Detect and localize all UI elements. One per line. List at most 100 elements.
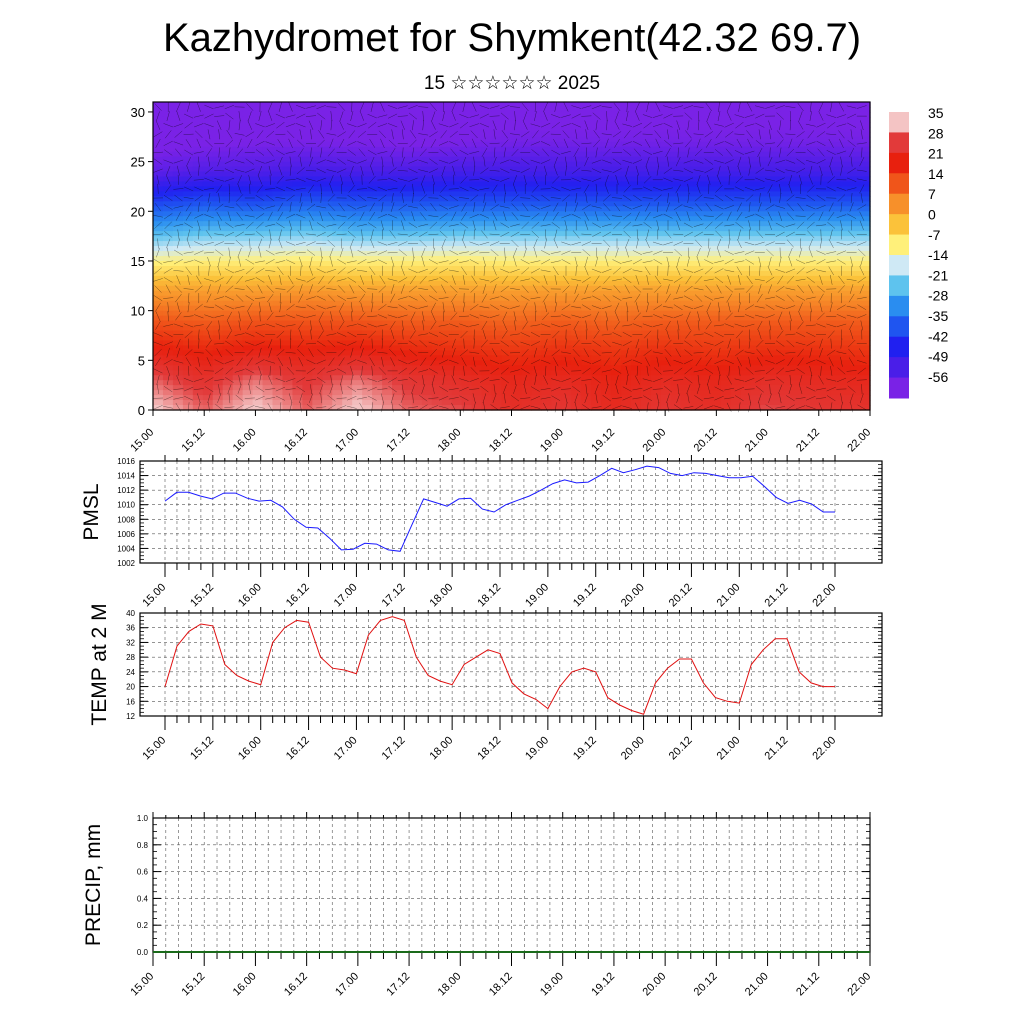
heatmap-cell xyxy=(571,275,582,282)
wind-barb xyxy=(285,123,296,128)
wind-barb xyxy=(422,111,424,122)
wind-barb xyxy=(737,156,742,167)
heatmap-cell xyxy=(511,196,523,202)
heatmap-cell xyxy=(511,375,523,381)
heatmap-cell xyxy=(790,365,801,371)
heatmap-cell xyxy=(401,106,413,113)
heatmap-cell xyxy=(162,246,174,252)
heatmap-cell xyxy=(521,310,533,317)
heatmap-cell xyxy=(262,365,274,371)
heatmap-cell xyxy=(690,360,702,366)
heatmap-cell xyxy=(531,256,542,262)
heatmap-cell xyxy=(750,370,762,376)
heatmap-cell xyxy=(441,256,453,262)
heatmap-cell xyxy=(800,226,811,232)
heatmap-cell xyxy=(820,320,831,327)
heatmap-cell xyxy=(621,156,632,163)
heatmap-cell xyxy=(392,300,403,307)
heatmap-cell xyxy=(322,390,333,396)
heatmap-cell xyxy=(252,111,264,118)
heatmap-cell xyxy=(332,196,343,202)
heatmap-cell xyxy=(322,315,333,322)
heatmap-cell xyxy=(680,395,692,401)
heatmap-cell xyxy=(232,196,244,202)
heatmap-cell xyxy=(252,350,264,356)
wind-barb xyxy=(696,138,701,149)
heatmap-cell xyxy=(670,236,682,242)
heatmap-cell xyxy=(172,340,184,347)
heatmap-cell xyxy=(372,265,383,272)
heatmap-cell xyxy=(352,405,363,411)
heatmap-cell xyxy=(411,126,423,133)
heatmap-cell xyxy=(222,171,234,178)
heatmap-cell xyxy=(332,161,343,168)
heatmap-cell xyxy=(411,260,423,267)
heatmap-cell xyxy=(392,375,403,381)
heatmap-cell xyxy=(372,285,383,292)
heatmap-cell xyxy=(800,221,811,227)
wind-barb xyxy=(593,139,601,148)
heatmap-cell xyxy=(591,176,602,183)
heatmap-cell xyxy=(820,325,831,332)
chart-title: Kazhydromet for Shymkent(42.32 69.7) xyxy=(162,16,862,60)
heatmap-cell xyxy=(650,156,662,163)
heatmap-cell xyxy=(670,256,682,262)
heatmap-cell xyxy=(531,270,542,277)
heatmap-cell xyxy=(840,236,851,242)
heatmap-cell xyxy=(531,226,542,232)
heatmap-cell xyxy=(481,196,493,202)
heatmap-cell xyxy=(192,106,204,113)
wind-barb xyxy=(856,105,867,109)
heatmap-cell xyxy=(441,325,453,332)
heatmap-cell xyxy=(501,265,513,272)
heatmap-cell xyxy=(481,330,493,337)
heatmap-cell xyxy=(850,236,861,242)
heatmap-cell xyxy=(342,335,353,342)
heatmap-cell xyxy=(660,102,672,108)
heatmap-cell xyxy=(401,102,413,108)
heatmap-cell xyxy=(372,355,383,361)
heatmap-cell xyxy=(640,226,652,232)
heatmap-cell xyxy=(471,216,483,222)
heatmap-cell xyxy=(182,211,194,217)
heatmap-cell xyxy=(382,116,393,123)
heatmap-cell xyxy=(670,400,682,406)
heatmap-cell xyxy=(740,380,752,386)
heatmap-cell xyxy=(680,385,692,391)
heatmap-cell xyxy=(690,236,702,242)
heatmap-cell xyxy=(232,320,244,327)
heatmap-cell xyxy=(740,186,752,193)
heatmap-cell xyxy=(352,375,363,381)
heatmap-cell xyxy=(511,176,523,183)
heatmap-cell xyxy=(232,116,244,123)
heatmap-cell xyxy=(850,360,861,366)
heatmap-cell xyxy=(850,335,861,342)
wind-barb xyxy=(370,156,375,167)
wind-barb xyxy=(459,114,469,119)
heatmap-cell xyxy=(571,305,582,312)
wind-barb xyxy=(326,133,337,136)
heatmap-cell xyxy=(680,335,692,342)
heatmap-cell xyxy=(491,330,503,337)
heatmap-cell xyxy=(332,206,343,212)
heatmap-cell xyxy=(491,365,503,371)
heatmap-cell xyxy=(541,330,552,337)
heatmap-cell xyxy=(690,405,702,411)
heatmap-cell xyxy=(621,315,632,322)
heatmap-cell xyxy=(192,176,204,183)
wind-barb xyxy=(278,165,283,176)
heatmap-cell xyxy=(840,355,851,361)
wind-barb xyxy=(429,131,438,138)
heatmap-cell xyxy=(342,285,353,292)
heatmap-cell xyxy=(252,106,264,113)
heatmap-cell xyxy=(730,201,742,207)
heatmap-cell xyxy=(730,320,742,327)
heatmap-cell xyxy=(581,121,592,128)
heatmap-cell xyxy=(850,131,861,138)
heatmap-cell xyxy=(680,340,692,347)
heatmap-cell xyxy=(511,345,523,351)
heatmap-cell xyxy=(232,305,244,312)
heatmap-cell xyxy=(780,305,791,312)
heatmap-cell xyxy=(501,270,513,277)
heatmap-cell xyxy=(471,111,483,118)
